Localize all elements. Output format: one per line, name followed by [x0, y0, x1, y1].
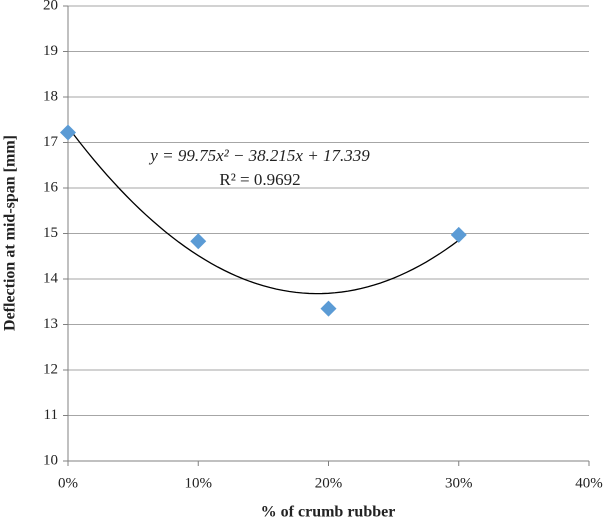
y-tick-label: 13: [43, 316, 58, 332]
y-tick-label: 17: [43, 134, 59, 150]
y-tick-label: 18: [43, 88, 58, 104]
y-axis-title: Deflection at mid-span [mm]: [2, 135, 19, 331]
y-tick-label: 12: [43, 361, 58, 377]
trend-r2: R² = 0.9692: [219, 170, 300, 189]
point: [320, 300, 337, 317]
trendline: [67, 126, 460, 295]
x-tick-label: 20%: [315, 475, 343, 491]
point: [450, 226, 467, 243]
trend-equation: y = 99.75x² − 38.215x + 17.339: [148, 146, 370, 165]
y-tick-label: 20: [43, 0, 58, 13]
y-tick-label: 15: [43, 225, 58, 241]
y-tick-label: 19: [43, 43, 58, 59]
x-axis-title: % of crumb rubber: [261, 504, 396, 521]
y-tick-label: 10: [43, 452, 58, 468]
x-tick-label: 40%: [575, 475, 603, 491]
x-tick-label: 10%: [185, 475, 213, 491]
x-tick-label: 30%: [445, 475, 473, 491]
x-tick-label: 0%: [58, 475, 78, 491]
y-tick-label: 16: [43, 179, 59, 195]
point: [190, 233, 207, 250]
point: [60, 124, 76, 141]
y-tick-label: 14: [43, 270, 59, 286]
y-tick-label: 11: [44, 407, 58, 423]
